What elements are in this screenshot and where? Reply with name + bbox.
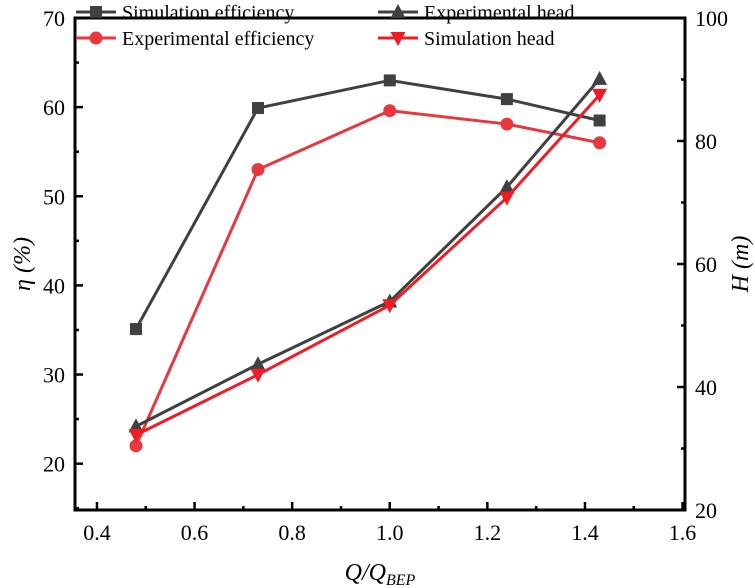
data-point-square [500, 93, 513, 106]
data-point-triangle-down [250, 368, 266, 383]
data-point-circle [129, 439, 143, 453]
series-line [135, 93, 601, 437]
legend-item: Experimental head [378, 2, 575, 24]
data-point-square [130, 323, 142, 336]
data-point-circle [251, 163, 265, 177]
series-experimental-head [128, 70, 608, 433]
x-tick-label: 1.2 [474, 520, 502, 545]
x-tick-label: 0.8 [278, 520, 306, 545]
y-left-tick-label: 50 [43, 184, 65, 209]
data-point-triangle-up [390, 4, 406, 18]
x-tick-label: 0.6 [181, 520, 209, 545]
data-point-circle [89, 31, 103, 45]
data-point-triangle-up [128, 418, 144, 433]
data-point-square [383, 74, 396, 87]
legend-item: Experimental efficiency [76, 28, 314, 50]
data-point-triangle-up [250, 356, 266, 371]
data-point-triangle-down [128, 428, 144, 443]
x-tick-label: 1.0 [376, 520, 404, 545]
data-point-triangle-down [390, 32, 406, 46]
y-right-tick-label: 100 [695, 6, 728, 31]
y-right-tick-label: 20 [695, 498, 717, 523]
data-point-triangle-down [499, 191, 515, 206]
data-point-circle [500, 117, 514, 131]
y-right-axis-label: H (m) [728, 236, 754, 294]
series-simulation-head [128, 88, 608, 443]
y-right-tick-label: 80 [695, 129, 717, 154]
y-left-tick-label: 30 [43, 363, 65, 388]
legend-label: Simulation head [424, 28, 555, 50]
y-left-axis-label: η (%) [10, 237, 36, 291]
data-point-triangle-up [592, 70, 608, 85]
series-layer [128, 70, 608, 453]
data-point-triangle-down [592, 88, 608, 103]
x-tick-label: 1.6 [669, 520, 697, 545]
data-point-circle [383, 104, 397, 118]
y-left-tick-label: 20 [43, 452, 65, 477]
y-right-tick-label: 40 [695, 375, 717, 400]
plot-frame [73, 16, 687, 512]
legend-label: Experimental head [424, 2, 575, 24]
y-left-tick-label: 60 [43, 95, 65, 120]
data-point-triangle-up [499, 179, 515, 194]
legend: Simulation efficiency Experimental head Ex… [76, 2, 575, 50]
axes: 0.4 0.6 0.8 1.0 1.2 1.4 1.62030405060702040608… [43, 6, 728, 545]
series-line [135, 77, 601, 428]
data-point-square [252, 102, 264, 115]
data-point-square [593, 114, 606, 127]
y-left-tick-label: 70 [43, 6, 65, 31]
data-point-triangle-down [382, 299, 398, 314]
x-tick-label: 1.4 [571, 520, 599, 545]
x-axis-label: Q/QBEP [345, 560, 416, 588]
data-point-square [90, 6, 102, 18]
legend-label: Experimental efficiency [122, 28, 314, 50]
legend-item: Simulation efficiency [76, 2, 294, 24]
y-right-tick-label: 60 [695, 252, 717, 277]
x-tick-label: 0.4 [83, 520, 111, 545]
legend-label: Simulation efficiency [122, 2, 294, 24]
series-experimental-efficiency [129, 104, 607, 453]
legend-item: Simulation head [378, 28, 555, 50]
y-left-tick-label: 40 [43, 273, 65, 298]
data-point-circle [593, 136, 607, 150]
series-simulation-efficiency [130, 74, 606, 336]
